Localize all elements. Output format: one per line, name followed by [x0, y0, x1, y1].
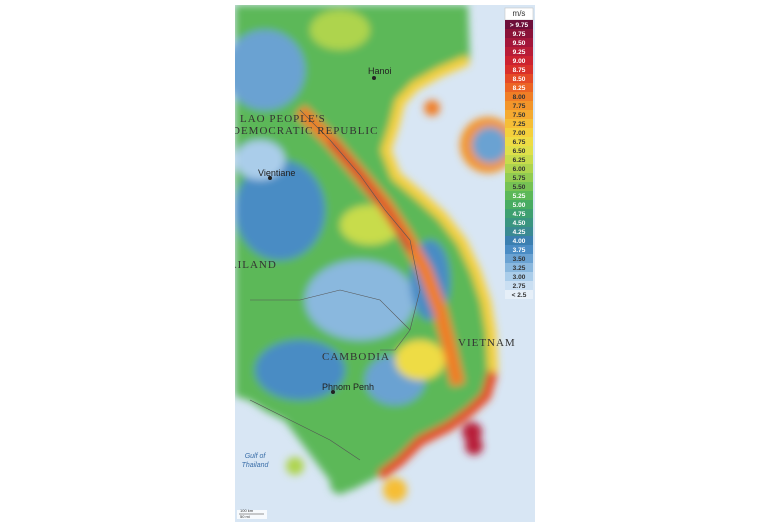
legend-swatch [505, 218, 533, 227]
legend-label: 8.50 [513, 76, 526, 83]
legend-label: 7.25 [513, 121, 526, 128]
legend-swatch [505, 209, 533, 218]
place-label: Gulf of [245, 453, 267, 460]
legend-swatch [505, 38, 533, 47]
place-label: CAMBODIA [322, 351, 390, 363]
place-label: Thailand [242, 462, 270, 469]
legend-label: 5.50 [513, 184, 526, 191]
legend-swatch [505, 128, 533, 137]
legend-label: 8.75 [513, 67, 526, 74]
legend-label: 6.00 [513, 166, 526, 173]
legend-swatch [505, 227, 533, 236]
wind-field [235, 5, 516, 502]
scale-label: 50 mi [240, 514, 250, 519]
borders [249, 109, 421, 461]
legend-swatch [505, 74, 533, 83]
legend-swatch [505, 173, 533, 182]
legend-label: 7.00 [513, 130, 526, 137]
place-label: LAO PEOPLE'S [240, 113, 326, 125]
legend-label: 3.50 [513, 256, 526, 263]
legend-label: 6.25 [513, 157, 526, 164]
legend-label: 4.75 [513, 211, 526, 218]
legend-swatch [505, 119, 533, 128]
legend-label: 4.50 [513, 220, 526, 227]
legend-swatch [505, 65, 533, 74]
legend-swatch [505, 200, 533, 209]
scale-bar: 100 km 50 mi [237, 508, 267, 519]
place-label: Hanoi [368, 66, 392, 76]
legend-label: 6.50 [513, 148, 526, 155]
legend-label: 3.25 [513, 265, 526, 272]
legend-swatch [505, 110, 533, 119]
legend-label: 4.00 [513, 238, 526, 245]
legend-swatch [505, 137, 533, 146]
legend-label: 5.75 [513, 175, 526, 182]
legend-swatch [505, 281, 533, 290]
legend-label: 5.25 [513, 193, 526, 200]
legend-label: 7.75 [513, 103, 526, 110]
legend-label: 9.00 [513, 58, 526, 65]
scale-label: 100 km [240, 508, 254, 513]
legend-swatch [505, 245, 533, 254]
legend-label: 5.00 [513, 202, 526, 209]
legend-swatch [505, 20, 533, 29]
legend-label: 6.75 [513, 139, 526, 146]
legend-swatch [505, 191, 533, 200]
place-label: Phnom Penh [322, 382, 374, 392]
legend-swatch [505, 92, 533, 101]
legend-swatch [505, 254, 533, 263]
place-label: THAILAND [212, 259, 277, 271]
legend-swatch [505, 83, 533, 92]
place-label: VIETNAM [458, 337, 516, 349]
legend-swatch [505, 146, 533, 155]
legend-swatch [505, 155, 533, 164]
legend-label: 3.75 [513, 247, 526, 254]
legend-swatch [505, 29, 533, 38]
legend-label: 9.75 [513, 31, 526, 38]
legend-swatch [505, 182, 533, 191]
legend-label: 2.75 [513, 283, 526, 290]
legend-label: 8.25 [513, 85, 526, 92]
legend-swatch [505, 290, 533, 299]
legend-unit: m/s [513, 9, 526, 18]
city-dots [268, 76, 376, 394]
legend-label: < 2.5 [512, 292, 527, 299]
legend-label: 4.25 [513, 229, 526, 236]
legend-label: 9.50 [513, 40, 526, 47]
legend-swatch [505, 56, 533, 65]
map: Hanoi LAO PEOPLE'S DEMOCRATIC REPUBLIC V… [212, 5, 535, 522]
legend-swatch [505, 47, 533, 56]
place-label: DEMOCRATIC REPUBLIC [232, 125, 378, 137]
place-label: Vientiane [258, 168, 295, 178]
legend: m/s > 9.75 9.75 9.50 9.25 9.00 8.75 8.50 8.25 8.… [504, 7, 534, 299]
legend-swatch [505, 263, 533, 272]
legend-swatch [505, 236, 533, 245]
legend-label: 9.25 [513, 49, 526, 56]
legend-swatch [505, 272, 533, 281]
legend-label: 7.50 [513, 112, 526, 119]
legend-swatch [505, 164, 533, 173]
legend-label: 8.00 [513, 94, 526, 101]
legend-label: 3.00 [513, 274, 526, 281]
legend-swatch [505, 101, 533, 110]
legend-label: > 9.75 [510, 22, 529, 29]
